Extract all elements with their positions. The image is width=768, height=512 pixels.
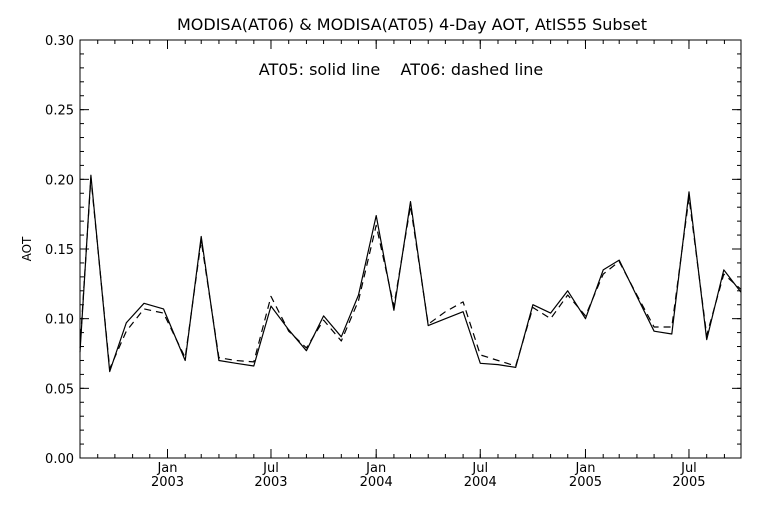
- y-axis-label: AOT: [20, 236, 34, 261]
- x-tick-month-label: Jul: [680, 461, 697, 476]
- series-at06-line: [79, 177, 742, 370]
- y-tick-label: 0.05: [45, 382, 74, 397]
- series-at05-line: [79, 174, 742, 373]
- chart-title: MODISA(AT06) & MODISA(AT05) 4-Day AOT, A…: [177, 15, 647, 34]
- x-tick-month-label: Jan: [156, 461, 177, 476]
- line-style-note: AT05: solid line AT06: dashed line: [259, 60, 544, 79]
- x-tick-year-label: 2004: [464, 475, 497, 490]
- y-tick-label: 0.20: [45, 173, 74, 188]
- x-tick-year-label: 2004: [360, 475, 393, 490]
- y-tick-label: 0.10: [45, 313, 74, 328]
- x-tick-year-label: 2005: [569, 475, 602, 490]
- x-tick-month-label: Jul: [262, 461, 279, 476]
- y-tick-label: 0.30: [45, 34, 74, 49]
- x-tick-year-label: 2003: [254, 475, 287, 490]
- y-tick-label: 0.15: [45, 243, 74, 258]
- plot-frame: [79, 39, 742, 459]
- x-tick-month-label: Jul: [471, 461, 488, 476]
- y-tick-label: 0.25: [45, 104, 74, 119]
- x-tick-month-label: Jan: [365, 461, 386, 476]
- x-tick-month-label: Jan: [574, 461, 595, 476]
- x-tick-year-label: 2005: [672, 475, 705, 490]
- x-tick-year-label: 2003: [151, 475, 184, 490]
- y-tick-label: 0.00: [45, 452, 74, 467]
